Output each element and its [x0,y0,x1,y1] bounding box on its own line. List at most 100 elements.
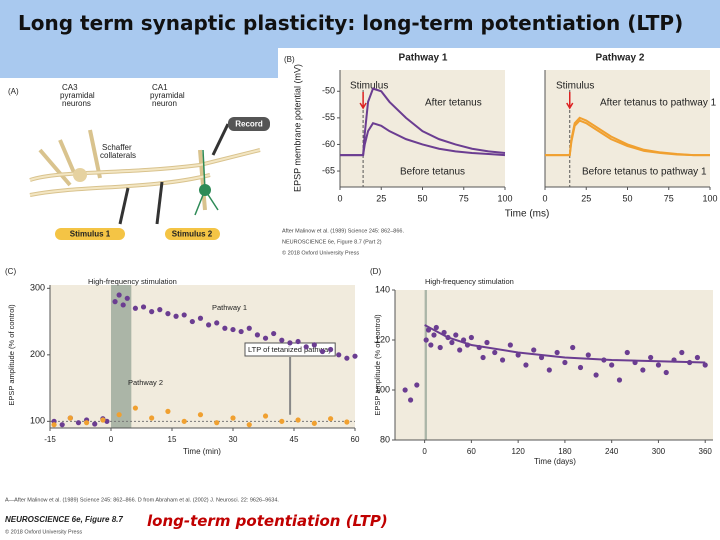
x-tick-label: 75 [664,193,674,203]
data-point [328,346,334,353]
data-point [132,305,138,311]
data-point [303,344,309,350]
data-point [538,354,545,361]
plot-area [50,285,355,428]
data-point [616,377,623,383]
slide-title: Long term synaptic plasticity: long-term… [18,11,684,35]
data-point [468,334,474,341]
stimulus-box [55,228,125,240]
data-point [165,408,171,414]
x-axis-label: Time (ms) [505,209,550,220]
credit: A—After Malinow et al. (1989) Science 24… [5,497,279,503]
data-point [624,349,630,356]
data-point [507,342,513,348]
x-tick-label: 25 [581,193,591,203]
data-point [116,292,122,298]
stimulation-band [111,285,132,428]
data-point [51,422,57,428]
data-point [593,372,599,378]
ca3-label: pyramidal [60,91,95,100]
stimulus-arrow [566,92,574,110]
data-point [165,311,171,317]
series-line [545,119,710,157]
data-point [120,302,126,308]
credit: NEUROSCIENCE 6e, Figure 8.7 (Part 2) [282,239,382,245]
panel-label: (D) [370,267,381,276]
y-axis-label: EPSP membrane potential (mV) [292,64,302,192]
data-point [437,344,443,351]
ca1-label: pyramidal [150,91,185,100]
data-point [279,337,285,343]
data-point [254,332,260,338]
data-point [457,347,463,353]
y-tick-label: 120 [375,334,390,344]
x-axis-label: Time (days) [534,457,576,466]
data-point [214,420,220,426]
y-axis-label: EPSP amplitude (% of control) [7,304,16,406]
plot-area [395,290,713,440]
data-point [499,357,506,363]
data-point [230,415,236,421]
data-point [271,330,277,337]
data-point [181,418,187,424]
x-tick-label: 45 [290,435,299,444]
x-tick-label: 180 [558,447,572,456]
y-axis-label: EPSP amplitude (% of control) [373,314,382,416]
data-point [609,362,615,368]
y-tick-label: 140 [375,284,390,294]
data-point [562,359,568,366]
data-point [433,324,439,331]
data-point [92,421,98,427]
series-line [424,324,706,364]
record-label: Record [235,120,263,129]
stimulus-label: Stimulus 1 [70,230,111,239]
x-tick-label: 60 [467,447,476,456]
plot-area [340,70,505,187]
data-point [295,417,301,423]
data-point [246,422,252,428]
data-point [663,369,669,376]
data-point [222,325,228,331]
x-tick-label: -15 [44,435,56,444]
data-point [116,412,122,418]
data-point [262,335,269,341]
stim-electrode [118,187,130,225]
data-point [67,415,73,421]
caption: long-term potentiation (LTP) [147,512,388,530]
panel-label: (B) [284,55,295,64]
data-point [554,349,560,356]
data-point [189,318,195,325]
data-point [104,418,110,424]
data-point [702,362,708,368]
x-tick-label: 240 [605,447,619,456]
axons [29,149,261,196]
data-point [197,412,204,418]
schaffer-label: Schaffer [102,143,132,152]
data-point [319,348,326,355]
panel-label: (C) [5,267,16,276]
data-point [428,342,434,348]
x-tick-label: 50 [417,193,427,203]
data-point [124,295,130,301]
x-tick-label: 120 [511,447,525,456]
copyright: © 2018 Oxford University Press [5,528,82,535]
data-point [100,417,106,423]
data-point [655,362,662,368]
series-label: Before tetanus [400,167,465,178]
x-tick-label: 100 [702,193,717,203]
y-tick-label: 100 [30,416,45,426]
figure-label: NEUROSCIENCE 6e, Figure 8.7 [5,515,123,524]
y-tick-label: 100 [375,384,390,394]
x-tick-label: 60 [351,435,360,444]
ca3-soma [73,168,87,182]
annotation: Stimulus [350,81,388,92]
data-point [336,352,342,358]
data-point [648,354,654,361]
x-tick-label: 30 [229,435,238,444]
series-label: After tetanus to pathway 1 [600,98,717,109]
data-point [230,326,236,333]
plot-area [545,70,710,187]
x-tick-label: 0 [542,193,547,203]
data-point [59,422,65,428]
data-point [484,339,490,346]
